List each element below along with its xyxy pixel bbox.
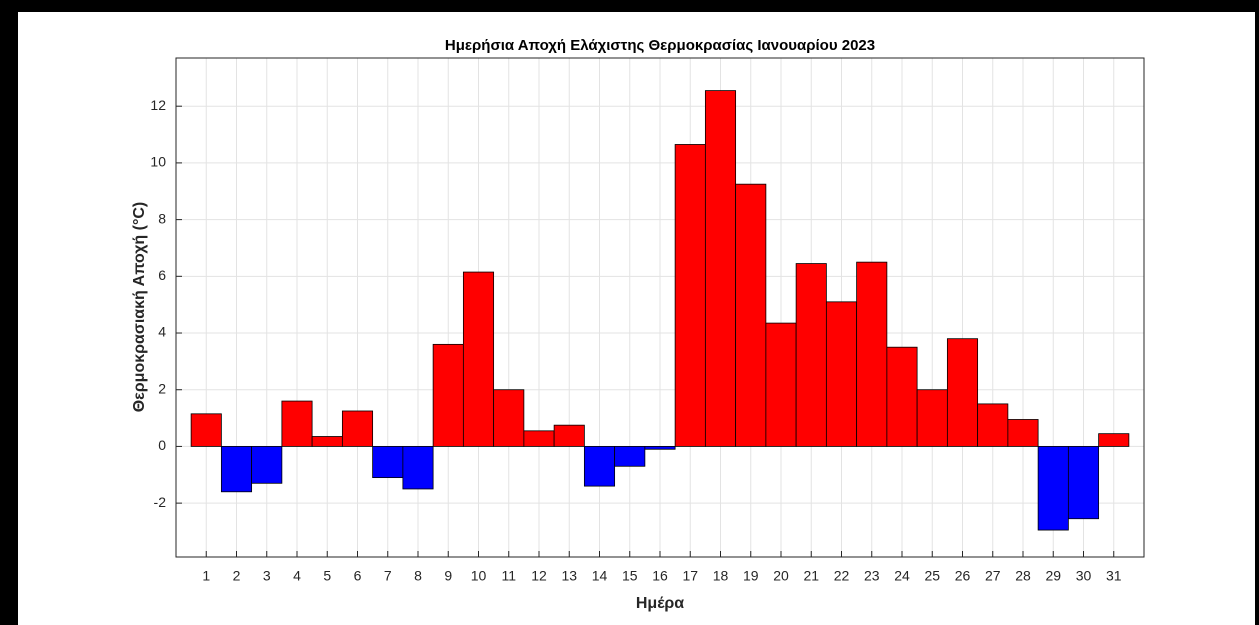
- bar: [523, 430, 555, 447]
- bar: [644, 446, 676, 450]
- y-tick-label: 12: [150, 97, 166, 113]
- bar: [432, 343, 464, 447]
- y-tick-label: 2: [158, 380, 166, 396]
- x-tick-label: 17: [682, 568, 698, 584]
- x-tick-label: 20: [773, 568, 789, 584]
- x-tick-label: 30: [1076, 568, 1092, 584]
- bar: [825, 301, 858, 447]
- x-tick-label: 19: [743, 568, 759, 584]
- bar: [220, 446, 253, 493]
- bar: [795, 263, 827, 447]
- x-tick-label: 11: [501, 568, 516, 584]
- x-tick-label: 16: [652, 568, 668, 584]
- x-tick-label: 21: [803, 568, 819, 584]
- y-tick-label: 8: [158, 210, 166, 226]
- bar: [1037, 446, 1069, 531]
- x-tick-label: 29: [1045, 568, 1061, 584]
- x-tick-label: 2: [233, 568, 241, 584]
- bar: [1067, 446, 1100, 520]
- x-axis-label: Ημέρα: [636, 595, 684, 612]
- x-tick-label: 24: [894, 568, 910, 584]
- y-tick-label: 6: [158, 267, 166, 283]
- x-tick-label: 5: [323, 568, 331, 584]
- x-tick-label: 6: [354, 568, 362, 584]
- bar: [462, 271, 495, 447]
- bar: [493, 389, 525, 447]
- bar: [916, 389, 948, 447]
- y-tick-label: -2: [154, 494, 167, 510]
- bar: [311, 436, 343, 447]
- bar: [1098, 433, 1130, 447]
- x-tick-label: 10: [471, 568, 487, 584]
- bar: [946, 338, 979, 447]
- x-tick-label: 26: [955, 568, 971, 584]
- y-tick-label: 4: [158, 324, 166, 340]
- x-tick-label: 15: [622, 568, 638, 584]
- bar: [583, 446, 616, 487]
- x-tick-label: 27: [985, 568, 1001, 584]
- bar: [281, 400, 313, 447]
- bar: [1007, 419, 1039, 447]
- x-tick-label: 18: [713, 568, 729, 584]
- bar: [856, 261, 888, 447]
- bar: [372, 446, 404, 479]
- bar: [402, 446, 434, 490]
- x-tick-label: 28: [1015, 568, 1031, 584]
- chart-title: Ημερήσια Αποχή Ελάχιστης Θερμοκρασίας Ια…: [445, 37, 875, 54]
- x-tick-label: 13: [561, 568, 577, 584]
- y-axis-label: Θερμοκρασιακή Αποχή (°C): [131, 202, 148, 413]
- bar: [735, 183, 767, 447]
- bar: [251, 446, 283, 484]
- x-tick-label: 14: [592, 568, 608, 584]
- x-tick-label: 4: [293, 568, 301, 584]
- bars: [190, 90, 1130, 531]
- bar: [190, 413, 222, 447]
- bar: [765, 322, 797, 447]
- bar: [674, 144, 706, 447]
- bar: [704, 90, 737, 447]
- x-tick-label: 3: [263, 568, 271, 584]
- x-tick-label: 1: [202, 568, 210, 584]
- x-tick-label: 31: [1106, 568, 1122, 584]
- bar: [977, 403, 1009, 447]
- x-tick-label: 9: [444, 568, 452, 584]
- x-tick-label: 22: [834, 568, 850, 584]
- bar: [886, 346, 918, 447]
- bar: [614, 446, 646, 467]
- bar: [341, 410, 374, 447]
- grid: [176, 58, 1144, 557]
- y-tick-label: 0: [158, 437, 166, 453]
- x-tick-label: 7: [384, 568, 392, 584]
- x-tick-label: 25: [924, 568, 940, 584]
- y-tick-label: 10: [150, 154, 166, 170]
- bar: [553, 424, 585, 447]
- x-tick-label: 12: [531, 568, 547, 584]
- x-tick-label: 23: [864, 568, 880, 584]
- x-tick-label: 8: [414, 568, 422, 584]
